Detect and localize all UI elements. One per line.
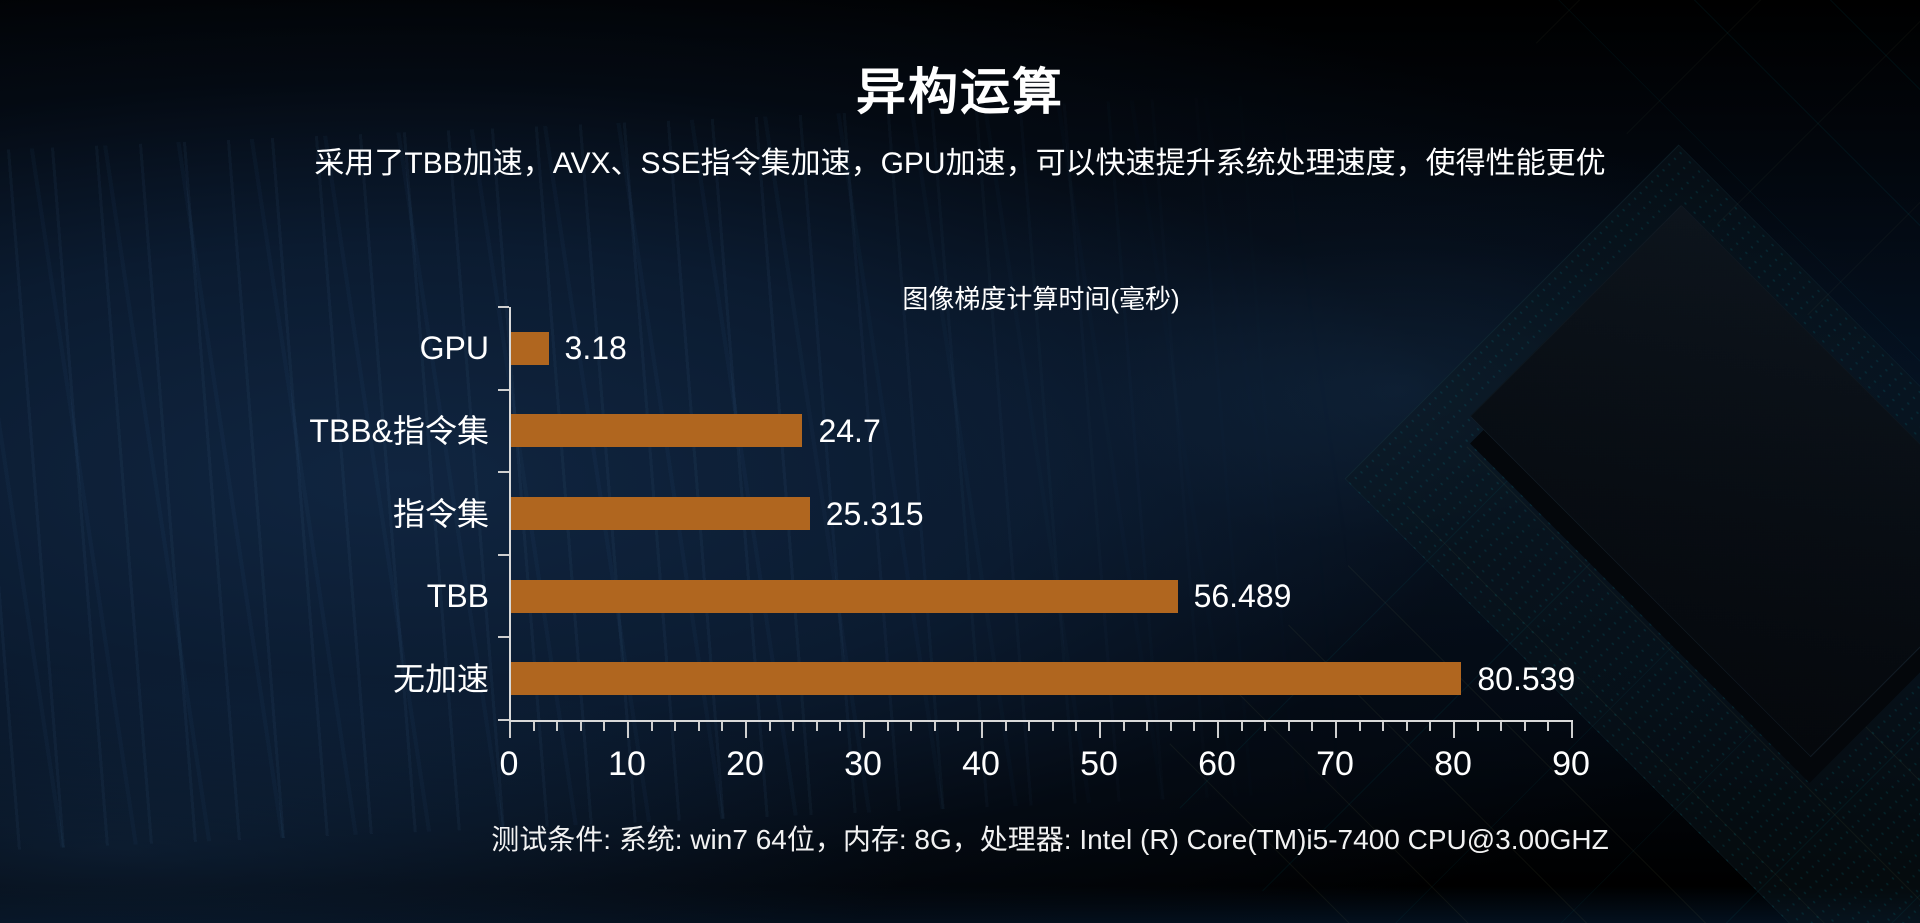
category-label: TBB&指令集 [309, 412, 489, 449]
x-axis-minor-tick [532, 722, 535, 731]
x-axis-major-tick [509, 722, 511, 738]
page-subtitle: 采用了TBB加速，AVX、SSE指令集加速，GPU加速，可以快速提升系统处理速度… [314, 147, 1606, 180]
x-axis-minor-tick [1287, 722, 1290, 731]
x-axis-minor-tick [933, 722, 936, 731]
category-label: 无加速 [392, 660, 489, 697]
bar [511, 414, 803, 448]
x-axis-minor-tick [1429, 722, 1432, 731]
x-axis-tick-label: 40 [962, 745, 1000, 783]
x-axis-tick-label: 90 [1552, 745, 1590, 783]
value-label: 80.539 [1477, 660, 1576, 697]
x-axis-minor-tick [1028, 722, 1031, 731]
category-label: TBB [426, 578, 489, 615]
y-axis-tick [498, 306, 509, 308]
y-axis-tick [498, 636, 509, 639]
y-axis-line [509, 307, 511, 722]
y-axis-tick [498, 471, 509, 474]
value-label: 25.315 [825, 495, 924, 532]
x-axis-minor-tick [1405, 722, 1408, 731]
x-axis-major-tick [1453, 722, 1455, 738]
x-axis-minor-tick [1358, 722, 1361, 731]
x-axis-tick-label: 10 [608, 745, 646, 783]
x-axis-major-tick [1217, 722, 1219, 738]
value-label: 3.18 [564, 330, 627, 367]
x-axis-minor-tick [579, 722, 582, 731]
x-axis-minor-tick [721, 722, 724, 731]
x-axis-minor-tick [1500, 722, 1503, 731]
x-axis-minor-tick [603, 722, 606, 731]
y-axis-tick [498, 719, 509, 721]
x-axis-minor-tick [1122, 722, 1125, 731]
y-axis-tick [498, 388, 509, 391]
x-axis-minor-tick [1169, 722, 1172, 731]
x-axis-tick-label: 50 [1080, 745, 1118, 783]
x-axis-minor-tick [886, 722, 889, 731]
x-axis-tick-label: 30 [844, 745, 882, 783]
bar [511, 497, 810, 530]
x-axis-minor-tick [1523, 722, 1526, 731]
x-axis-minor-tick [697, 722, 700, 731]
x-axis-major-tick [1099, 722, 1101, 738]
x-axis-minor-tick [768, 722, 771, 731]
bar [511, 579, 1178, 613]
x-axis-major-tick [981, 722, 983, 738]
x-axis-major-tick [1335, 722, 1337, 738]
x-axis-minor-tick [1311, 722, 1314, 731]
category-label: GPU [419, 330, 489, 367]
x-axis-major-tick [863, 722, 865, 738]
y-axis-tick [498, 553, 509, 556]
x-axis-minor-tick [650, 722, 653, 731]
page-title: 异构运算 [856, 64, 1064, 120]
bar [511, 331, 549, 365]
bar [511, 662, 1462, 696]
x-axis-minor-tick [1547, 722, 1550, 731]
x-axis-minor-tick [1075, 722, 1078, 731]
x-axis-minor-tick [910, 722, 913, 731]
test-conditions-note: 测试条件: 系统: win7 64位，内存: 8G，处理器: Intel (R)… [491, 824, 1609, 855]
x-axis-tick-label: 70 [1316, 745, 1354, 783]
category-label: 指令集 [392, 495, 489, 532]
x-axis-line [509, 720, 1573, 722]
x-axis-minor-tick [815, 722, 818, 731]
x-axis-minor-tick [1146, 722, 1149, 731]
x-axis-major-tick [627, 722, 629, 738]
x-axis-minor-tick [674, 722, 677, 731]
x-axis-major-tick [745, 722, 747, 738]
x-axis-tick-label: 80 [1434, 745, 1472, 783]
x-axis-minor-tick [1004, 722, 1007, 731]
x-axis-minor-tick [957, 722, 960, 731]
value-label: 24.7 [818, 412, 881, 449]
x-axis-minor-tick [1382, 722, 1385, 731]
x-axis-minor-tick [1051, 722, 1054, 731]
x-axis-tick-label: 0 [499, 745, 519, 783]
value-label: 56.489 [1193, 578, 1292, 615]
x-axis-minor-tick [839, 722, 842, 731]
x-axis-minor-tick [1264, 722, 1267, 731]
chart-title: 图像梯度计算时间(毫秒) [902, 284, 1180, 314]
x-axis-tick-label: 20 [726, 745, 764, 783]
x-axis-minor-tick [792, 722, 795, 731]
x-axis-minor-tick [1240, 722, 1243, 731]
x-axis-minor-tick [1193, 722, 1196, 731]
x-axis-minor-tick [1476, 722, 1479, 731]
x-axis-tick-label: 60 [1198, 745, 1236, 783]
x-axis-minor-tick [556, 722, 559, 731]
x-axis-major-tick [1571, 722, 1573, 738]
